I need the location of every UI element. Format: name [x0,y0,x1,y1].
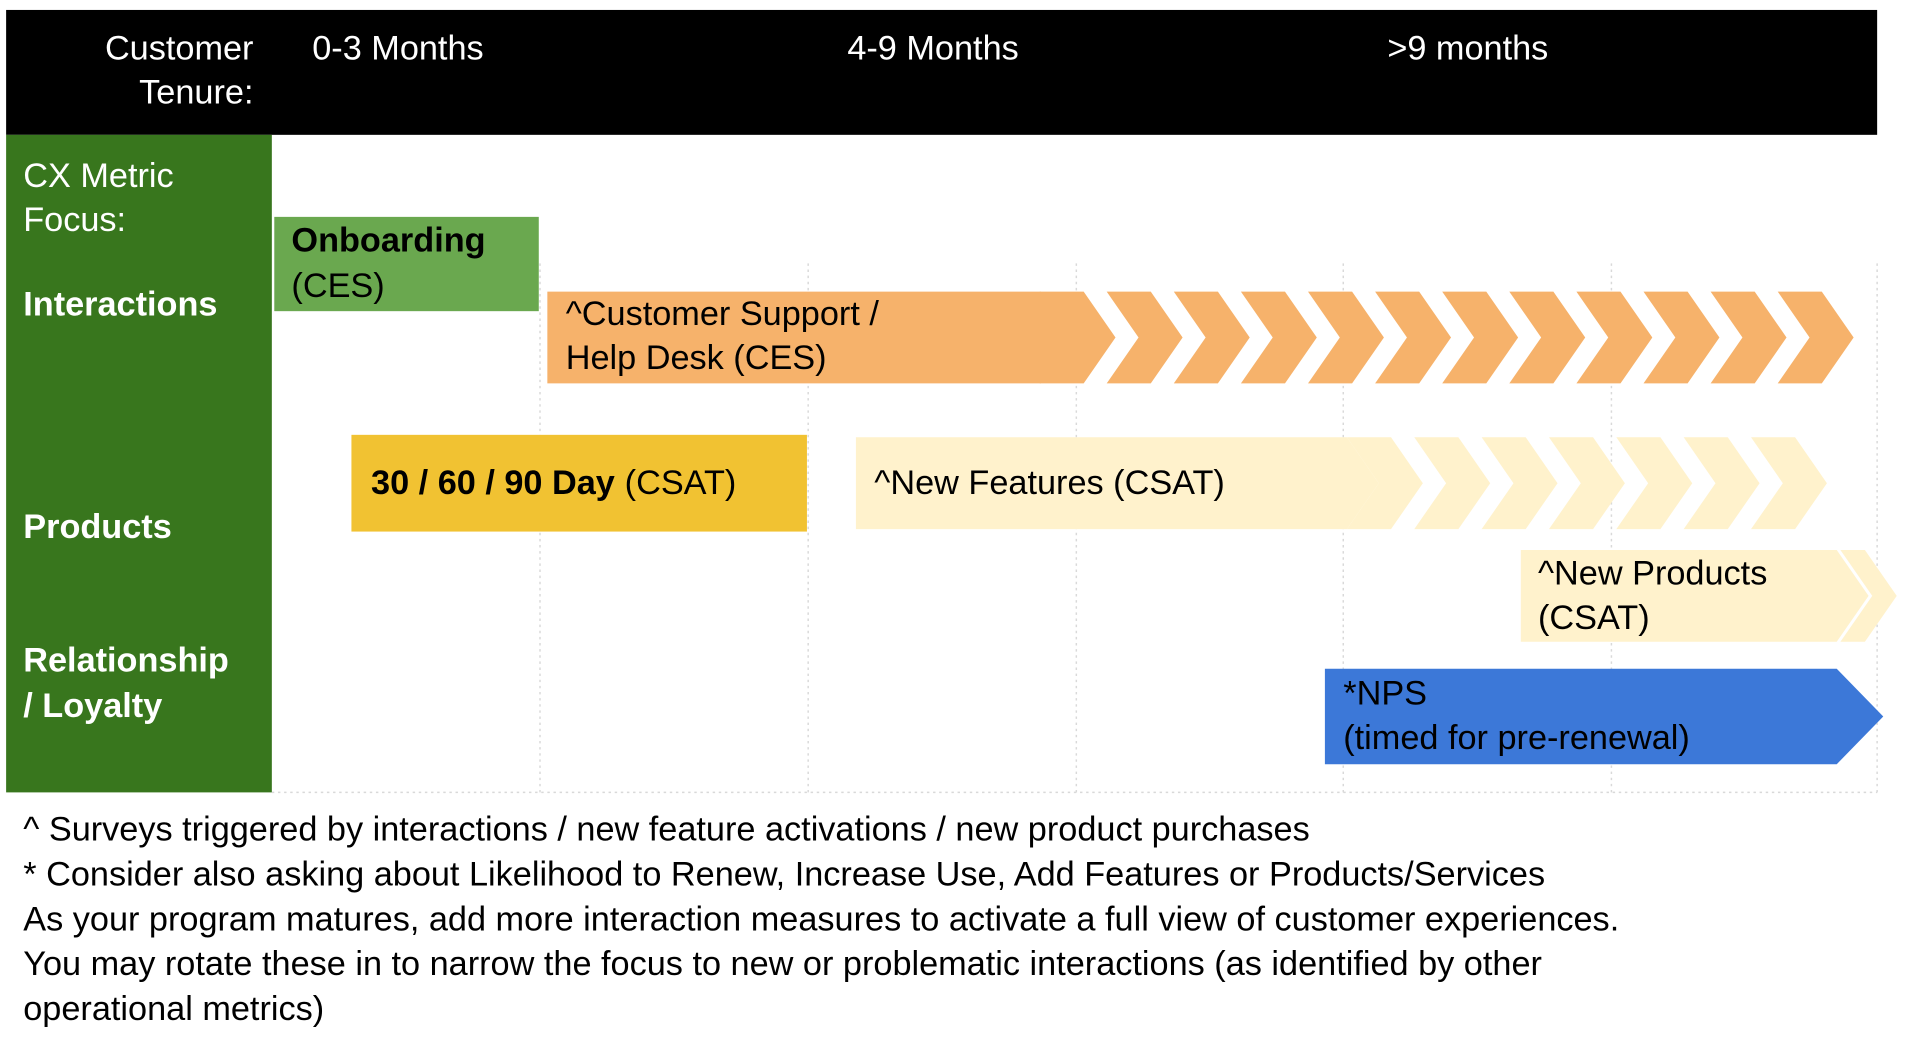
tenure-label: Tenure: [139,73,253,111]
footnote: * Consider also asking about Likelihood … [23,855,1545,893]
chevron [1106,291,1183,384]
box [274,216,539,312]
chevron [1039,291,1116,384]
chevron [1643,291,1720,384]
box-label: ^New Products [1538,555,1767,593]
footnote: operational metrics) [23,990,324,1028]
arrow [1520,549,1869,642]
box-label: Onboarding [291,222,485,260]
chevron [1375,291,1452,384]
chevron [1710,291,1787,384]
footnote: As your program matures, add more intera… [23,900,1619,938]
chevron [1481,437,1558,530]
chevron [1308,291,1384,384]
chevron [1683,437,1760,530]
focus-label: Focus: [23,201,126,239]
chevron [1173,291,1250,384]
column-header: >9 months [1387,29,1548,67]
chevron [1346,437,1423,530]
chevron [1751,437,1827,530]
texts: Customer Tenure: 0-3 Months 4-9 Months >9 mo… [23,29,1767,1027]
chevron [1548,437,1625,530]
chevron [1576,291,1653,384]
box-label: (CES) [291,267,384,305]
box-label: Help Desk (CES) [566,339,827,377]
arrow [1324,668,1884,765]
box-label-rest: (CSAT) [625,464,737,502]
arrow [547,291,1073,384]
chevron [1616,437,1693,530]
row-label: Relationship [23,642,229,680]
footnote: ^ Surveys triggered by interactions / ne… [23,811,1309,849]
chevron [1509,291,1586,384]
box-label-bold: 30 / 60 / 90 Day [371,464,615,502]
header-bar [6,9,1878,135]
box-label: ^Customer Support / [566,295,880,333]
row-label: Interactions [23,285,217,323]
arrow [855,437,1379,530]
box-label: (CSAT) [1538,599,1650,637]
chevron [1777,291,1854,384]
box-label: ^New Features (CSAT) [874,464,1225,502]
chevron [1414,437,1491,530]
box-label: (timed for pre-renewal) [1343,719,1690,757]
chevron [1240,291,1317,384]
chevron [1442,291,1519,384]
side-bar [6,134,272,793]
column-header: 0-3 Months [312,29,483,67]
footnote: You may rotate these in to narrow the fo… [23,945,1542,983]
box [351,434,807,532]
box-label: *NPS [1343,675,1427,713]
shapes [274,216,1897,765]
tenure-label: Customer [105,29,254,67]
box-label: 30 / 60 / 90 Day (CSAT) [371,464,736,502]
chevron [1840,549,1897,642]
focus-label: CX Metric [23,157,173,195]
column-header: 4-9 Months [847,29,1018,67]
row-label: Products [23,508,172,546]
row-label: / Loyalty [23,687,162,725]
